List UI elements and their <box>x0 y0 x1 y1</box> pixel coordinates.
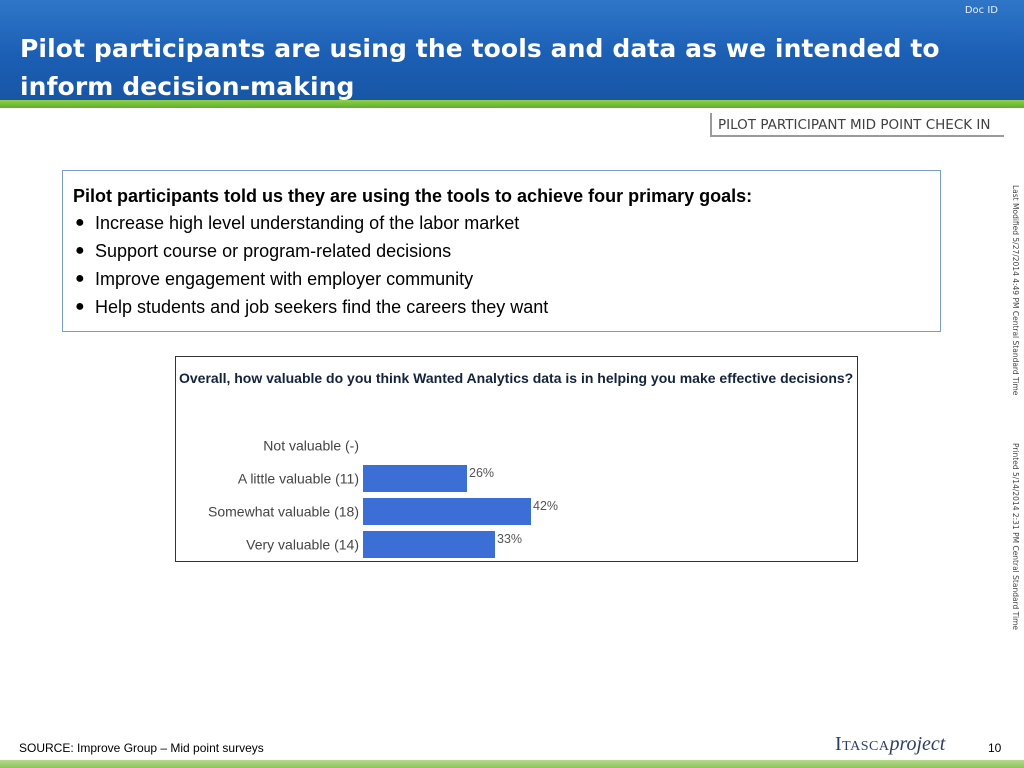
bar-value-label: 33% <box>497 532 522 546</box>
category-label: Not valuable (-) <box>263 438 359 454</box>
survey-chart: Not valuable (-) A little valuable (11) 26… <box>175 356 858 562</box>
logo-italic: project <box>889 733 946 755</box>
goal-item: ● Increase high level understanding of th… <box>73 209 930 237</box>
bullet-icon: ● <box>75 242 85 259</box>
footer-stripe <box>0 760 1024 768</box>
bar <box>363 465 467 492</box>
bar <box>363 498 531 525</box>
bullet-icon: ● <box>75 298 85 315</box>
category-label: Somewhat valuable (18) <box>208 504 359 520</box>
page-title: Pilot participants are using the tools a… <box>20 34 940 101</box>
goal-text: Support course or program-related decisi… <box>95 241 452 261</box>
last-modified-note: Last Modified 5/27/2014 4:49 PM Central … <box>1011 185 1020 396</box>
goal-text: Improve engagement with employer communi… <box>95 269 474 289</box>
source-note: SOURCE: Improve Group – Mid point survey… <box>19 741 264 755</box>
page-number: 10 <box>988 741 1002 755</box>
doc-id: Doc ID <box>964 5 998 16</box>
goal-text: Help students and job seekers find the c… <box>95 297 549 317</box>
goals-box: Pilot participants told us they are usin… <box>62 170 941 332</box>
goal-item: ● Support course or program-related decis… <box>73 237 930 265</box>
bar <box>363 531 495 558</box>
goal-item: ● Improve engagement with employer commun… <box>73 265 930 293</box>
category-label: Very valuable (14) <box>246 537 359 553</box>
chart-title: Overall, how valuable do you think Wante… <box>179 370 854 386</box>
section-tag: PILOT PARTICIPANT MID POINT CHECK IN <box>710 113 1004 137</box>
bar-value-label: 42% <box>533 499 558 513</box>
goal-text: Increase high level understanding of the… <box>95 213 520 233</box>
category-label: A little valuable (11) <box>238 471 359 487</box>
bullet-icon: ● <box>75 270 85 287</box>
bar-value-label: 26% <box>469 466 494 480</box>
printed-note: Printed 5/14/2014 2:31 PM Central Standa… <box>1011 443 1020 631</box>
itasca-logo: Itascaproject <box>835 733 945 756</box>
goal-item: ● Help students and job seekers find the … <box>73 293 930 321</box>
logo-caps: Itasca <box>835 733 890 755</box>
bar-chart-svg: Not valuable (-) A little valuable (11) 26… <box>208 438 558 558</box>
bullet-icon: ● <box>75 214 85 231</box>
goals-heading: Pilot participants told us they are usin… <box>73 186 753 206</box>
header-banner <box>0 0 1024 100</box>
header-accent-stripe <box>0 100 1024 108</box>
goals-list: ● Increase high level understanding of th… <box>73 209 930 321</box>
